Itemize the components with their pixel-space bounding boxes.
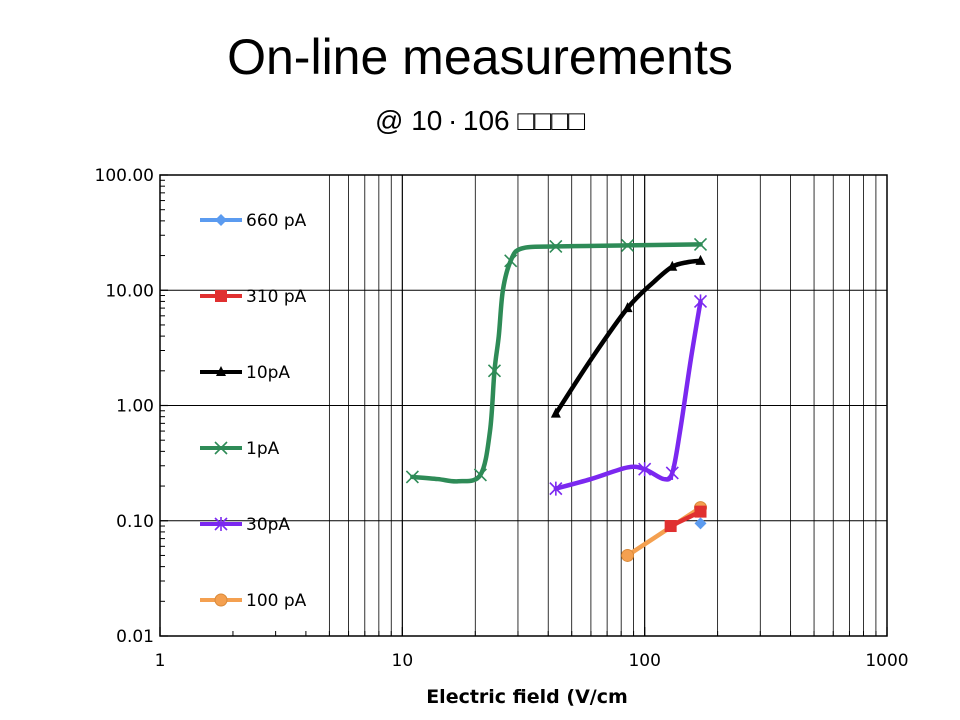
legend-label: 100 pA [246,591,307,611]
chart-grid [160,175,887,636]
data-point [473,468,487,482]
legend-label: 30pA [246,515,290,535]
legend-marker [214,593,228,607]
legend-item-1pa: 1pA [200,439,280,459]
series-1pa [405,237,708,484]
marker-stroke [487,364,502,378]
y-tick-label: 10.00 [105,281,154,301]
series-line [410,242,703,484]
data-point [405,470,419,484]
marker-stroke [693,237,708,251]
legend-item-310pa: 310 pA [200,287,307,307]
x-tick-label: 100 [628,651,660,671]
series-line [553,258,703,416]
legend-marker [214,517,228,531]
x-tick-label: 1000 [865,651,908,671]
legend-label: 660 pA [246,211,307,231]
legend-marker [216,366,226,376]
data-point [694,517,707,530]
data-point [620,238,635,252]
data-point [695,254,706,265]
data-point [549,481,563,496]
data-point [693,237,708,251]
legend-marker [215,214,227,226]
marker-stroke [620,238,635,252]
data-point [667,260,678,271]
x-axis-label: Electric field (V/cm [426,686,628,708]
legend-marker [214,441,228,455]
chart-legend: 660 pA 310 pA 10pA 1pA 30pA 100 pA [200,211,307,611]
marker-stroke [214,441,228,455]
data-point [638,462,652,477]
legend-marker [215,290,227,302]
series-660pa [694,517,707,530]
legend-label: 10pA [246,363,290,383]
series-310pa [664,505,707,533]
legend-item-10pa: 10pA [200,363,290,383]
series-line [553,299,703,491]
x-tick-label: 10 [392,651,414,671]
marker-stroke [405,470,419,484]
page-subtitle: @ 10 · 106 □□□□ [374,105,586,136]
legend-label: 1pA [246,439,280,459]
data-point [487,364,502,378]
data-point [665,465,679,480]
y-tick-label: 0.10 [116,512,154,532]
y-tick-label: 1.00 [116,397,154,417]
legend-item-660pa: 660 pA [200,211,307,231]
data-point [664,520,677,533]
data-point [504,254,518,268]
series-30pa [549,294,708,496]
data-point [621,548,635,562]
marker-stroke [473,468,487,482]
y-tick-label: 100.00 [95,166,154,186]
data-point [550,407,561,418]
data-point [694,505,707,518]
series-10pa [550,254,706,418]
page-title: On-line measurements [227,29,733,85]
legend-label: 310 pA [246,287,307,307]
chart-ticks: 1 10 100 1000 100.00 10.00 1.00 0.10 0.01 [95,166,909,671]
marker-stroke [504,254,518,268]
marker-stroke [549,239,563,253]
legend-item-100pa: 100 pA [200,591,307,611]
x-tick-label: 1 [155,651,166,671]
y-tick-label: 0.01 [116,627,154,647]
data-point [622,302,633,313]
series-100pa [621,501,708,562]
legend-item-30pa: 30pA [200,515,290,535]
data-point [549,239,563,253]
chart-series [405,237,708,562]
data-point [693,294,708,309]
